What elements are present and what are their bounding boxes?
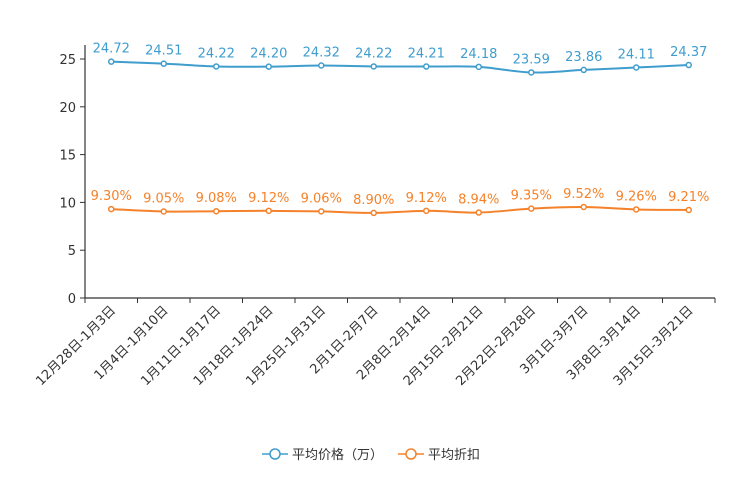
data-label: 24.37	[670, 45, 707, 60]
series-layer: 24.72 24.51 24.22 24.20 24.32 24.22 24.21 24.18…	[91, 42, 709, 217]
data-label: 9.30%	[91, 189, 132, 204]
data-point[interactable]	[213, 63, 220, 70]
data-point[interactable]	[633, 206, 640, 213]
data-label: 8.90%	[353, 193, 394, 208]
data-point[interactable]	[475, 209, 482, 216]
data-label: 24.32	[303, 46, 340, 61]
data-point[interactable]	[528, 205, 535, 212]
y-tick-label: 15	[59, 149, 76, 164]
data-label: 8.94%	[458, 193, 499, 208]
y-tick-label: 20	[59, 101, 76, 116]
series-line	[111, 205, 689, 214]
data-label: 23.59	[513, 52, 550, 67]
data-label: 24.22	[355, 46, 392, 61]
data-point[interactable]	[265, 207, 272, 215]
data-label: 24.51	[145, 44, 182, 59]
data-label: 24.20	[250, 47, 287, 62]
data-label: 9.08%	[196, 191, 237, 206]
data-label: 24.22	[198, 46, 235, 61]
data-point[interactable]	[580, 203, 587, 211]
data-label: 24.11	[618, 48, 655, 63]
legend-marker	[269, 448, 281, 460]
data-label: 9.52%	[563, 187, 604, 202]
y-tick-label: 25	[59, 53, 76, 68]
legend-item-0[interactable]: 平均价格（万）	[262, 447, 383, 463]
data-label: 23.86	[565, 50, 602, 65]
series-0: 24.72 24.51 24.22 24.20 24.32 24.22 24.21 24.18…	[93, 42, 707, 76]
data-label: 9.05%	[143, 191, 184, 206]
y-tick-label: 5	[68, 244, 76, 259]
data-point[interactable]	[370, 209, 377, 217]
data-label: 24.18	[460, 47, 497, 62]
legend[interactable]: 平均价格（万） 平均折扣	[262, 447, 480, 463]
data-point[interactable]	[370, 63, 377, 70]
data-point[interactable]	[213, 207, 220, 215]
data-point[interactable]	[475, 63, 482, 71]
legend-item-1[interactable]: 平均折扣	[398, 448, 480, 463]
data-point[interactable]	[685, 61, 692, 69]
data-point[interactable]	[423, 63, 430, 70]
y-tick-label: 0	[68, 292, 76, 307]
data-label: 9.21%	[668, 190, 709, 205]
series-1: 9.30% 9.05% 9.08% 9.12% 9.06% 8.90% 9.12% 8.94%…	[91, 187, 709, 217]
data-point[interactable]	[528, 69, 535, 76]
data-label: 9.12%	[248, 191, 289, 206]
data-point[interactable]	[318, 62, 325, 69]
legend-label: 平均价格（万）	[292, 447, 383, 463]
data-point[interactable]	[318, 208, 325, 215]
data-label: 9.26%	[616, 189, 657, 204]
data-point[interactable]	[108, 58, 115, 65]
series-line	[111, 60, 689, 74]
data-point[interactable]	[685, 206, 692, 214]
data-point[interactable]	[265, 63, 272, 70]
data-point[interactable]	[108, 205, 115, 213]
data-point[interactable]	[580, 66, 587, 74]
legend-label: 平均折扣	[428, 448, 480, 463]
data-label: 9.06%	[301, 191, 342, 206]
data-point[interactable]	[423, 207, 430, 215]
data-label: 24.72	[93, 42, 130, 57]
data-label: 9.35%	[511, 189, 552, 204]
data-label: 24.21	[408, 47, 445, 62]
y-tick-label: 10	[59, 196, 76, 211]
data-point[interactable]	[633, 64, 640, 71]
data-point[interactable]	[160, 208, 167, 215]
data-point[interactable]	[160, 60, 167, 67]
axes: 051015202512月28日-1月3日1月4日-1月10日1月11日-1月1…	[33, 45, 716, 389]
legend-marker	[405, 448, 417, 460]
data-label: 9.12%	[406, 191, 447, 206]
